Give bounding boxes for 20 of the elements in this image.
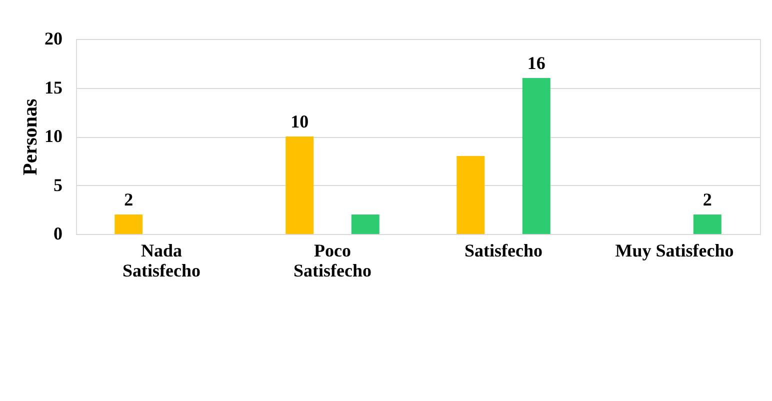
bar — [114, 214, 143, 234]
data-label: 2 — [124, 190, 134, 210]
y-tick-label: 0 — [54, 224, 62, 244]
bar — [456, 156, 485, 234]
data-label: 16 — [527, 53, 546, 73]
y-axis-title: Personas — [20, 98, 42, 176]
bar — [351, 214, 380, 234]
y-tick-label: 20 — [44, 28, 62, 48]
y-tick-label: 10 — [44, 126, 62, 146]
bar — [286, 136, 314, 234]
bar — [522, 78, 550, 234]
x-tick-label: Poco Satisfecho — [294, 240, 372, 280]
y-tick-label: 15 — [44, 77, 62, 98]
bar — [693, 214, 722, 234]
data-label: 10 — [290, 112, 309, 132]
x-tick-label: Muy Satisfecho — [615, 240, 734, 260]
x-tick-label: Nada Satisfecho — [122, 240, 200, 280]
x-tick-label: Satisfecho — [464, 240, 542, 260]
data-label: 2 — [702, 190, 712, 210]
y-tick-label: 5 — [54, 174, 62, 195]
